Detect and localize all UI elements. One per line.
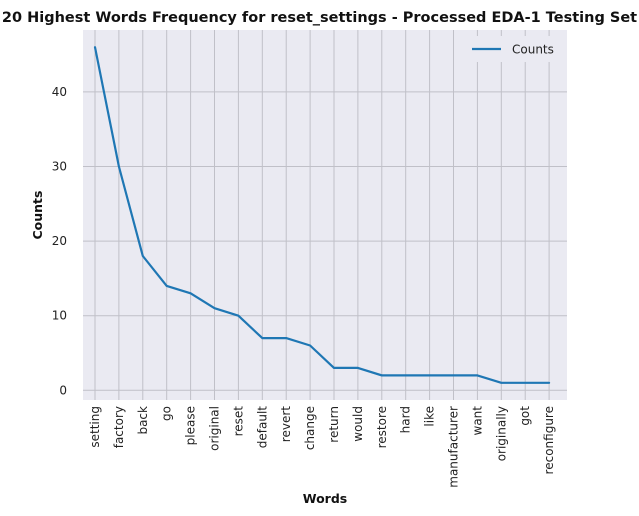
x-axis-ticks: setting factory back go please original reset d… [88, 406, 556, 488]
x-tick-label-hard: hard [399, 406, 413, 433]
y-tick-label-40: 40 [52, 85, 67, 99]
x-axis-label: Words [303, 491, 347, 506]
x-tick-label-reconfigure: reconfigure [542, 406, 556, 474]
x-tick-label-change: change [303, 406, 317, 450]
plot-area [83, 30, 567, 400]
x-tick-label-revert: revert [279, 406, 293, 442]
series-line-counts [93, 46, 551, 384]
x-tick-label-originally: originally [494, 406, 508, 461]
x-tick-label-restore: restore [375, 406, 389, 448]
y-tick-label-0: 0 [59, 383, 67, 397]
y-tick-label-10: 10 [52, 309, 67, 323]
x-tick-label-got: got [518, 406, 532, 426]
x-tick-label-setting: setting [88, 406, 102, 448]
x-tick-label-default: default [255, 406, 269, 449]
x-tick-label-manufacturer: manufacturer [447, 406, 461, 488]
x-tick-label-original: original [208, 406, 222, 451]
x-tick-label-go: go [160, 406, 174, 421]
x-tick-label-want: want [470, 406, 484, 436]
legend-label-counts: Counts [512, 43, 554, 57]
y-axis-ticks: 0 10 20 30 40 [52, 85, 67, 397]
x-tick-label-back: back [136, 406, 150, 435]
y-tick-label-20: 20 [52, 234, 67, 248]
x-tick-label-reset: reset [231, 406, 245, 437]
x-tick-label-please: please [184, 406, 198, 445]
chart-title: 20 Highest Words Frequency for reset_set… [2, 10, 637, 26]
x-tick-label-would: would [351, 406, 365, 442]
y-axis-label: Counts [30, 191, 45, 240]
x-tick-label-return: return [327, 406, 341, 443]
legend: Counts [466, 36, 562, 62]
x-tick-label-factory: factory [112, 406, 126, 448]
x-tick-label-like: like [423, 406, 437, 427]
y-tick-label-30: 30 [52, 160, 67, 174]
